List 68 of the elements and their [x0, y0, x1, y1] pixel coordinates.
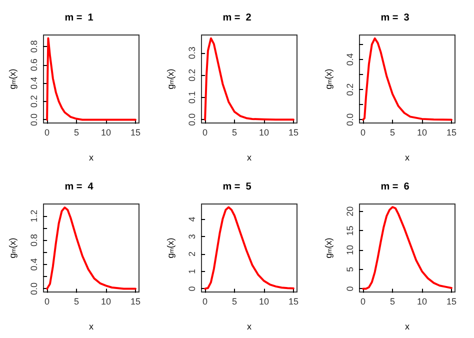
x-tick-label: 0 — [360, 128, 366, 138]
x-tick-label: 15 — [288, 128, 298, 138]
x-tick-label: 15 — [446, 296, 456, 306]
y-tick-label: 0.8 — [29, 234, 39, 246]
x-tick-label: 15 — [446, 128, 456, 138]
y-tick-label: 0.1 — [187, 91, 197, 104]
x-axis-title: x — [247, 152, 252, 162]
y-tick-label: 0.2 — [345, 83, 355, 96]
y-tick-label: 3 — [187, 234, 197, 240]
y-tick-label: 0.0 — [29, 113, 39, 126]
y-tick-label: 2 — [187, 251, 197, 256]
x-axis-title: x — [89, 152, 94, 162]
y-tick-label: 0 — [345, 286, 355, 292]
y-tick-label: 0.2 — [187, 68, 197, 82]
y-tick-label: 1 — [187, 268, 197, 274]
y-tick-label: 15 — [345, 226, 355, 236]
line-series — [46, 206, 136, 290]
x-tick-label: 5 — [232, 296, 238, 306]
x-tick-label: 0 — [202, 128, 208, 138]
x-axis-title: x — [89, 322, 94, 332]
x-tick-label: 5 — [390, 128, 396, 138]
line-series — [46, 37, 136, 121]
x-tick-label: 10 — [416, 128, 427, 138]
y-tick-label: 1.2 — [29, 210, 39, 222]
x-tick-label: 0 — [202, 296, 208, 306]
x-tick-label: 5 — [232, 128, 238, 138]
y-tick-label: 0.0 — [29, 282, 39, 295]
x-tick-label: 0 — [44, 128, 50, 138]
y-tick-label: 0.8 — [29, 40, 39, 53]
y-tick-label: 0.6 — [29, 58, 39, 72]
chart-title: m = 5 — [222, 182, 252, 192]
x-tick-label: 10 — [100, 128, 111, 138]
x-tick-label: 0 — [360, 296, 366, 306]
y-tick-label: 10 — [345, 245, 355, 256]
y-tick-label: 0.4 — [29, 76, 39, 90]
x-axis-title: x — [405, 322, 410, 332]
y-tick-label: 20 — [345, 206, 355, 216]
x-tick-label: 5 — [74, 128, 80, 138]
chart-title: m = 2 — [222, 12, 252, 24]
x-tick-label: 10 — [258, 128, 269, 138]
x-tick-label: 0 — [44, 296, 50, 306]
x-tick-label: 10 — [416, 296, 427, 306]
y-tick-label: 0 — [187, 286, 197, 292]
x-tick-label: 15 — [288, 296, 298, 306]
y-tick-label: 0.4 — [345, 53, 355, 66]
y-tick-label: 5 — [345, 266, 355, 272]
x-tick-label: 10 — [258, 296, 269, 306]
y-tick-label: 0.2 — [29, 95, 39, 108]
y-tick-label: 4 — [187, 216, 197, 222]
y-tick-label: 0.4 — [29, 258, 39, 271]
x-axis-title: x — [405, 152, 410, 162]
line-series — [204, 37, 294, 121]
chart-title: m = 3 — [380, 12, 410, 24]
x-tick-label: 10 — [100, 296, 111, 306]
chart-title: m = 4 — [64, 182, 94, 192]
x-axis-title: x — [247, 322, 252, 332]
chart-title: m = 6 — [380, 182, 410, 192]
chart-title: m = 1 — [64, 12, 94, 24]
y-tick-label: 0.0 — [187, 113, 197, 126]
x-tick-label: 15 — [130, 296, 140, 306]
x-tick-label: 15 — [130, 128, 140, 138]
y-tick-label: 0.3 — [187, 46, 197, 60]
line-series — [204, 206, 294, 290]
line-series — [362, 206, 452, 290]
line-series — [362, 37, 452, 121]
y-tick-label: 0.0 — [345, 113, 355, 126]
x-tick-label: 5 — [74, 296, 80, 306]
x-tick-label: 5 — [390, 296, 396, 306]
